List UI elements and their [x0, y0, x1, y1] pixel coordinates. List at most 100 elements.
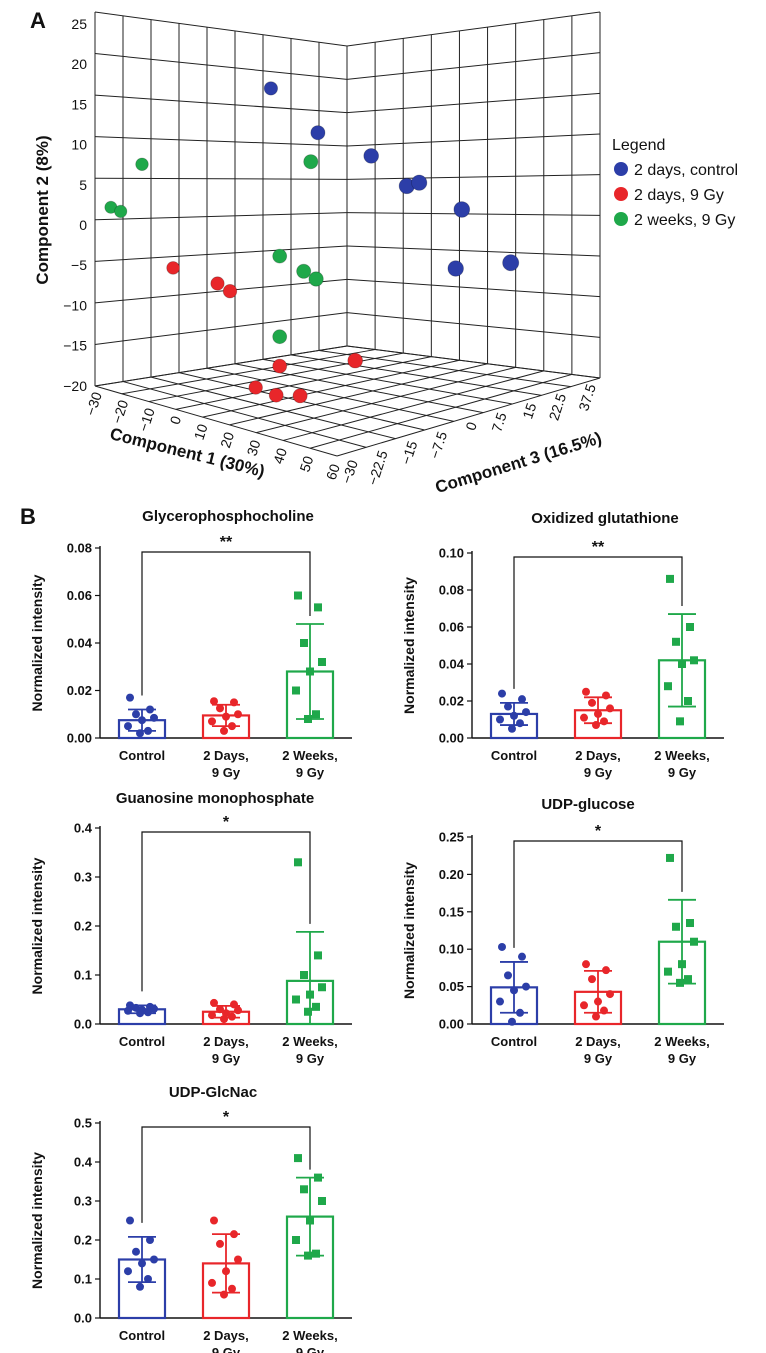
data-point-control — [516, 1008, 524, 1017]
data-point-days — [208, 1278, 216, 1287]
data-point-control — [504, 702, 512, 711]
data-point-weeks — [318, 1197, 326, 1205]
data-point-control — [124, 722, 132, 731]
pca-point-weeks — [308, 271, 324, 287]
data-point-days — [228, 1284, 236, 1293]
chart-title: Guanosine monophosphate — [116, 790, 314, 807]
component2-tick: −20 — [63, 378, 87, 394]
data-point-control — [136, 729, 144, 738]
data-point-weeks — [314, 1173, 322, 1182]
grid-line — [290, 354, 542, 396]
component1-tick: 30 — [243, 438, 263, 458]
pca-point-control — [453, 201, 471, 218]
pca-point-control — [502, 254, 520, 272]
data-point-days — [220, 726, 228, 735]
data-point-days — [230, 698, 238, 707]
y-axis-label: Normalized intensity — [29, 1152, 45, 1289]
significance-bracket — [141, 551, 311, 696]
data-point-days — [600, 717, 608, 726]
pca-point-weeks — [296, 263, 312, 279]
data-point-weeks — [292, 995, 300, 1004]
pca-point-days — [222, 284, 238, 299]
x-tick-label: 9 Gy — [296, 1345, 325, 1353]
data-point-days — [222, 1267, 230, 1276]
data-point-control — [146, 1236, 154, 1244]
component3-tick: −7.5 — [426, 429, 450, 460]
significance-bracket — [141, 831, 311, 992]
data-point-weeks — [678, 960, 686, 969]
pca-point-weeks — [114, 204, 128, 218]
component3-tick: −22.5 — [364, 448, 390, 487]
chart-title: UDP-glucose — [541, 796, 634, 813]
grid-line — [94, 177, 348, 180]
pca-point-control — [447, 260, 464, 277]
significance-bracket — [141, 1126, 311, 1223]
x-tick-label: Control — [491, 1034, 537, 1049]
grid-line — [94, 245, 348, 262]
y-tick-label: 0.02 — [439, 694, 464, 709]
data-point-weeks — [306, 990, 314, 999]
pca-point-days — [268, 387, 284, 403]
data-point-control — [126, 693, 134, 702]
grid-line — [309, 373, 573, 449]
grid-line — [336, 377, 601, 457]
chart-title: UDP-GlcNac — [169, 1084, 257, 1101]
data-point-control — [138, 1259, 146, 1268]
y-tick-label: 0.0 — [74, 1017, 92, 1032]
bar-chart: Glycerophosphocholine Normalized intensit… — [29, 508, 352, 780]
data-point-days — [210, 998, 218, 1007]
data-point-control — [136, 1282, 144, 1291]
pca-point-days — [210, 276, 225, 291]
x-tick-label: 9 Gy — [212, 765, 241, 780]
pca-point-weeks — [272, 329, 288, 345]
x-tick-label: 2 Days, — [203, 1034, 249, 1049]
data-point-control — [124, 1267, 132, 1276]
data-point-days — [592, 1012, 600, 1021]
y-tick-label: 0.20 — [439, 867, 464, 882]
data-point-control — [510, 986, 518, 995]
panel-a-letter: A — [30, 8, 46, 33]
data-point-weeks — [300, 639, 308, 647]
data-point-control — [498, 689, 506, 698]
pca-point-days — [248, 380, 263, 395]
data-point-weeks — [304, 1007, 312, 1016]
data-point-weeks — [672, 637, 680, 646]
x-tick-label: Control — [491, 748, 537, 763]
pca-3d-grid — [94, 11, 601, 457]
data-point-control — [498, 942, 506, 951]
significance-label: ** — [220, 534, 233, 551]
y-axis-label: Normalized intensity — [401, 577, 417, 714]
data-point-days — [588, 698, 596, 707]
grid-line — [94, 136, 348, 147]
data-point-weeks — [292, 686, 300, 695]
y-tick-label: 0.08 — [67, 541, 92, 556]
y-tick-label: 0.04 — [439, 657, 465, 672]
data-point-control — [126, 1216, 134, 1225]
y-tick-label: 0.3 — [74, 870, 92, 885]
x-tick-label: 9 Gy — [668, 765, 697, 780]
data-point-days — [208, 1011, 216, 1020]
data-point-control — [522, 708, 530, 717]
data-point-control — [146, 705, 154, 714]
x-tick-label: 9 Gy — [296, 1051, 325, 1066]
data-point-days — [594, 997, 602, 1006]
significance-label: * — [595, 823, 602, 840]
significance-bracket — [513, 840, 683, 948]
data-point-control — [132, 1247, 140, 1256]
data-point-days — [234, 1255, 242, 1264]
data-point-days — [600, 1006, 608, 1015]
grid-line — [346, 174, 601, 180]
component3-tick: 15 — [519, 401, 539, 421]
data-point-weeks — [306, 1216, 314, 1225]
component1-tick: 20 — [217, 430, 237, 450]
data-point-days — [222, 712, 230, 721]
data-point-control — [516, 719, 524, 728]
grid-line — [346, 133, 601, 147]
component3-tick: 0 — [462, 420, 480, 433]
component3-tick: 22.5 — [545, 391, 569, 422]
x-tick-label: 9 Gy — [584, 765, 613, 780]
data-point-days — [580, 1001, 588, 1010]
pca-point-control — [363, 148, 380, 164]
data-point-weeks — [300, 971, 308, 979]
data-point-weeks — [686, 919, 694, 928]
